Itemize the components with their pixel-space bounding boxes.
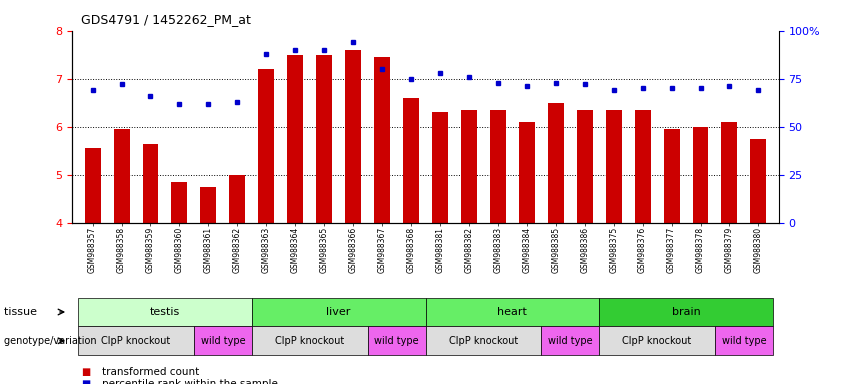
Bar — [461, 110, 477, 223]
Bar — [317, 55, 332, 223]
Text: wild type: wild type — [201, 336, 245, 346]
Text: ClpP knockout: ClpP knockout — [275, 336, 345, 346]
Bar — [346, 50, 361, 223]
Text: wild type: wild type — [722, 336, 766, 346]
Bar — [432, 113, 448, 223]
Bar — [664, 129, 679, 223]
Text: ClpP knockout: ClpP knockout — [101, 336, 171, 346]
Text: liver: liver — [327, 307, 351, 317]
Text: heart: heart — [497, 307, 528, 317]
Bar — [635, 110, 650, 223]
Text: percentile rank within the sample: percentile rank within the sample — [102, 379, 278, 384]
Bar — [142, 144, 158, 223]
Bar — [519, 122, 534, 223]
Text: genotype/variation: genotype/variation — [4, 336, 100, 346]
Bar — [230, 175, 245, 223]
Bar — [403, 98, 419, 223]
Text: brain: brain — [671, 307, 700, 317]
Bar — [722, 122, 738, 223]
Bar — [201, 187, 216, 223]
Text: ■: ■ — [81, 367, 90, 377]
Text: ClpP knockout: ClpP knockout — [448, 336, 518, 346]
Text: transformed count: transformed count — [102, 367, 199, 377]
Text: GDS4791 / 1452262_PM_at: GDS4791 / 1452262_PM_at — [81, 13, 251, 26]
Bar — [693, 127, 709, 223]
Text: ClpP knockout: ClpP knockout — [622, 336, 692, 346]
Bar — [490, 110, 505, 223]
Text: wild type: wild type — [548, 336, 592, 346]
Bar — [577, 110, 592, 223]
Bar — [172, 182, 187, 223]
Bar — [259, 69, 274, 223]
Text: ■: ■ — [81, 379, 90, 384]
Text: testis: testis — [150, 307, 180, 317]
Bar — [374, 57, 390, 223]
Bar — [751, 139, 767, 223]
Bar — [84, 148, 100, 223]
Text: tissue: tissue — [4, 307, 41, 317]
Bar — [288, 55, 303, 223]
Bar — [113, 129, 129, 223]
Bar — [606, 110, 621, 223]
Bar — [548, 103, 563, 223]
Text: wild type: wild type — [374, 336, 419, 346]
